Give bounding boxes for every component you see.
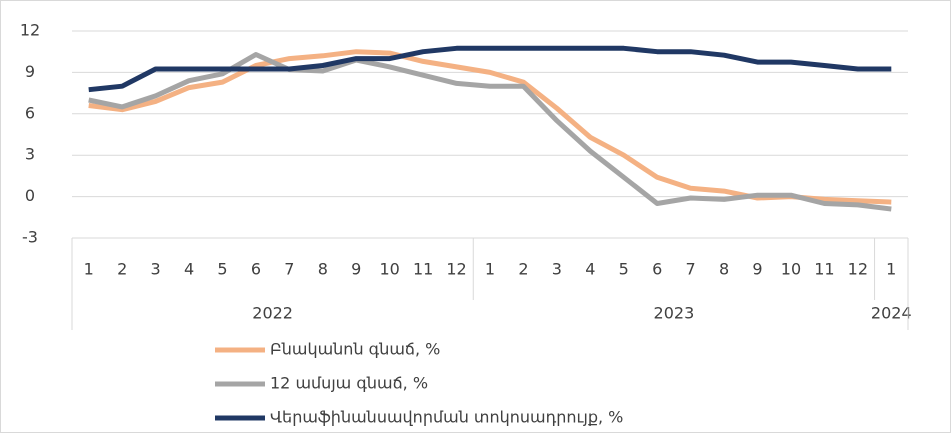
x-tick-label: 2 [518,260,528,279]
x-tick-label: 3 [151,260,161,279]
y-tick-label: 12 [20,21,40,40]
y-tick-label: 9 [25,62,35,81]
x-tick-label: 4 [184,260,194,279]
x-tick-label: 5 [217,260,227,279]
x-tick-label: 6 [652,260,662,279]
y-tick-label: -3 [22,228,38,247]
x-tick-label: 8 [318,260,328,279]
x-tick-label: 2 [117,260,127,279]
y-tick-label: 0 [25,186,35,205]
x-tick-label: 7 [686,260,696,279]
y-tick-label: 3 [25,145,35,164]
legend-label: Վերաֆինանսավորման տոկոսադրույք, % [270,408,623,427]
x-tick-label: 10 [380,260,400,279]
x-group-label: 2022 [252,304,293,323]
x-group-label: 2024 [871,304,912,323]
legend-label: 12 ամսյա գնաճ, % [270,374,428,393]
legend-label: Բնականոն գնաճ, % [270,340,440,359]
x-tick-label: 12 [446,260,466,279]
x-tick-label: 11 [413,260,433,279]
series-line [88,45,892,93]
x-tick-label: 1 [84,260,94,279]
x-tick-label: 9 [351,260,361,279]
x-tick-label: 12 [848,260,868,279]
series-line [88,49,892,205]
x-tick-label: 5 [619,260,629,279]
x-tick-label: 4 [585,260,595,279]
x-tick-label: 1 [886,260,896,279]
y-tick-label: 6 [25,103,35,122]
x-tick-label: 9 [752,260,762,279]
x-tick-label: 11 [814,260,834,279]
x-tick-label: 6 [251,260,261,279]
x-tick-label: 7 [284,260,294,279]
series-line [88,52,892,212]
x-group-label: 2023 [654,304,695,323]
x-tick-label: 3 [552,260,562,279]
x-tick-label: 10 [781,260,801,279]
x-tick-label: 8 [719,260,729,279]
x-tick-label: 1 [485,260,495,279]
